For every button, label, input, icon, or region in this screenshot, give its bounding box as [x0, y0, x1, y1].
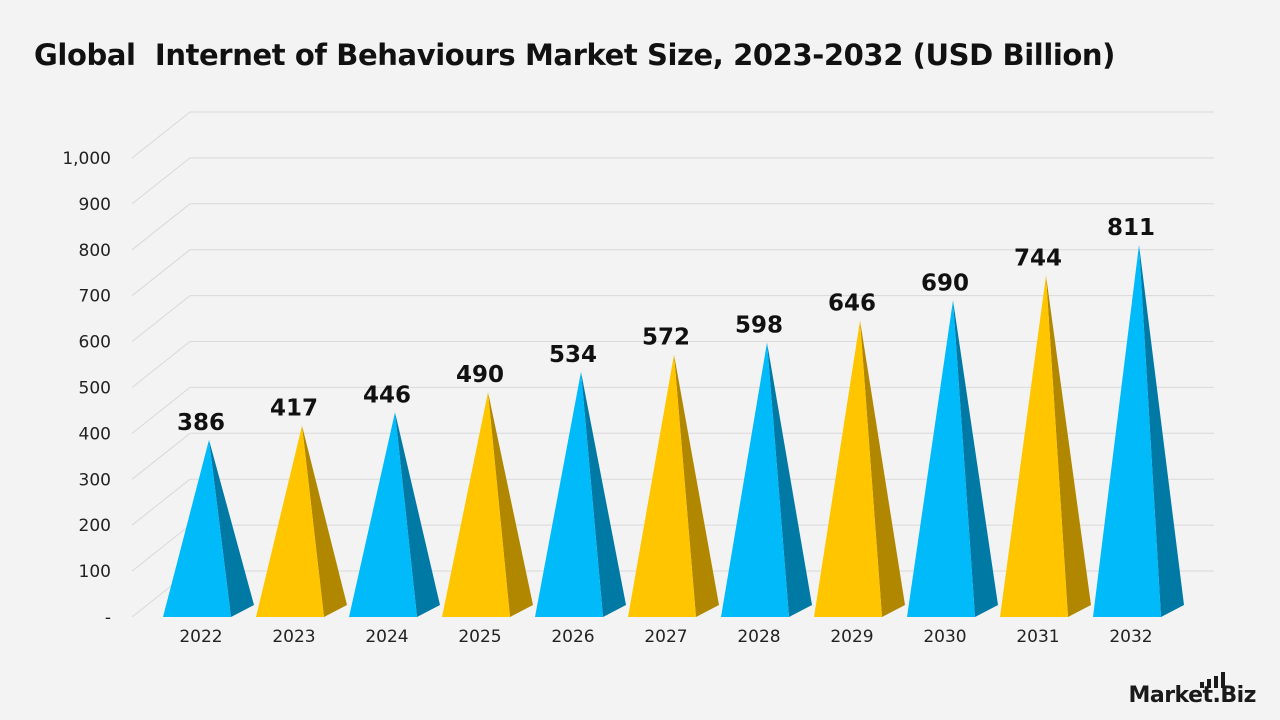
y-tick-label: -	[105, 608, 111, 628]
data-label: 534	[549, 342, 597, 368]
bar-front-face	[721, 342, 789, 617]
y-tick-label: 200	[79, 516, 111, 536]
bars	[163, 244, 1184, 617]
data-label: 386	[177, 410, 225, 436]
bar-front-face	[1000, 275, 1068, 617]
y-axis-tick-labels: - 100 200 300 400 500 600 700 800 900 1,000	[62, 149, 111, 628]
bar-2029	[814, 320, 905, 617]
gridline-side	[131, 295, 191, 342]
y-tick-label: 1,000	[62, 149, 111, 169]
y-tick-label: 700	[79, 287, 111, 307]
bar-front-face	[349, 412, 417, 617]
x-tick-label: 2032	[1109, 627, 1152, 647]
bar-side-face	[302, 425, 347, 617]
y-tick-label: 100	[79, 562, 111, 582]
bar-2022	[163, 439, 254, 617]
gridline-side	[131, 432, 191, 480]
bar-2026	[535, 371, 626, 617]
x-tick-label: 2023	[272, 627, 315, 647]
bar-2025	[442, 392, 533, 617]
data-label: 811	[1107, 215, 1155, 241]
bar-front-face	[907, 300, 975, 617]
x-tick-label: 2027	[644, 627, 687, 647]
logo-bars-icon	[1200, 672, 1226, 688]
x-tick-label: 2022	[179, 627, 222, 647]
gridline-side	[131, 111, 191, 159]
bar-front-face	[628, 354, 696, 617]
bar-front-face	[1093, 244, 1161, 617]
x-axis-tick-labels: 2022 2023 2024 2025 2026 2027 2028 2029 2030 2031…	[179, 627, 1152, 647]
x-tick-label: 2030	[923, 627, 966, 647]
bar-side-face	[488, 392, 533, 617]
bar-side-face	[581, 371, 626, 617]
bar-2030	[907, 300, 998, 617]
gridline-side	[131, 524, 191, 572]
data-labels: 386 417 446 490 534 572 598 646 690 744 811	[177, 215, 1155, 436]
market-biz-logo: Market.Biz	[1128, 672, 1256, 708]
bar-2027	[628, 354, 719, 617]
gridline-side	[131, 478, 191, 526]
data-label: 490	[456, 362, 504, 388]
bar-side-face	[767, 342, 812, 617]
bar-front-face	[256, 425, 324, 617]
gridline-side	[131, 203, 191, 251]
x-tick-label: 2024	[365, 627, 408, 647]
data-label: 646	[828, 290, 876, 316]
x-tick-label: 2031	[1016, 627, 1059, 647]
bar-front-face	[535, 371, 603, 617]
bar-side-face	[674, 354, 719, 617]
bar-side-face	[953, 300, 998, 617]
data-label: 446	[363, 382, 411, 408]
x-tick-label: 2029	[830, 627, 873, 647]
data-label: 744	[1014, 246, 1062, 272]
bar-front-face	[814, 320, 882, 617]
gridline-side	[131, 249, 191, 297]
bar-front-face	[442, 392, 510, 617]
gridline-side	[131, 341, 191, 388]
bar-2032	[1093, 244, 1184, 617]
data-label: 572	[642, 324, 690, 350]
bar-side-face	[1139, 244, 1184, 617]
x-tick-label: 2026	[551, 627, 594, 647]
x-tick-label: 2028	[737, 627, 780, 647]
brand-name: Market.Biz	[1128, 683, 1256, 708]
bar-2031	[1000, 275, 1091, 617]
bar-front-face	[163, 439, 231, 617]
gridline-side	[131, 157, 191, 205]
bar-2028	[721, 342, 812, 617]
data-label: 598	[735, 313, 783, 339]
y-tick-label: 400	[79, 424, 111, 444]
y-tick-label: 800	[79, 241, 111, 261]
bar-side-face	[1046, 275, 1091, 617]
y-tick-label: 900	[79, 195, 111, 215]
gridline-side	[131, 387, 191, 434]
y-tick-label: 500	[79, 379, 111, 399]
bar-2023	[256, 425, 347, 617]
y-tick-label: 300	[79, 470, 111, 490]
x-tick-label: 2025	[458, 627, 501, 647]
bar-side-face	[395, 412, 440, 617]
data-label: 417	[270, 396, 318, 422]
y-tick-label: 600	[79, 333, 111, 353]
bar-side-face	[209, 439, 254, 617]
bar-side-face	[860, 320, 905, 617]
data-label: 690	[921, 270, 969, 296]
bar-2024	[349, 412, 440, 617]
chart-title: Global Internet of Behaviours Market Siz…	[34, 38, 1116, 72]
